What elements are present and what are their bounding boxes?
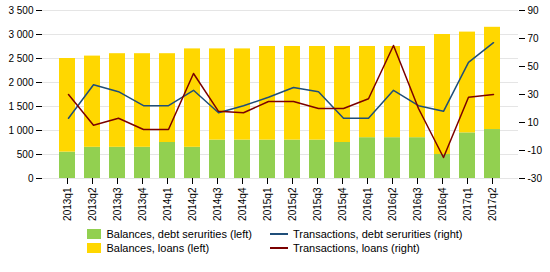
svg-text:70: 70 bbox=[528, 33, 540, 44]
svg-text:2015q4: 2015q4 bbox=[337, 187, 348, 221]
svg-text:3 000: 3 000 bbox=[8, 29, 33, 40]
svg-text:2 500: 2 500 bbox=[8, 53, 33, 64]
svg-text:2014q1: 2014q1 bbox=[162, 187, 173, 221]
svg-text:2016q4: 2016q4 bbox=[437, 187, 448, 221]
svg-text:30: 30 bbox=[528, 89, 540, 100]
svg-text:1 000: 1 000 bbox=[8, 125, 33, 136]
svg-text:2017q2: 2017q2 bbox=[487, 187, 498, 221]
svg-text:2013q2: 2013q2 bbox=[87, 187, 98, 221]
svg-text:2013q1: 2013q1 bbox=[62, 187, 73, 221]
svg-text:90: 90 bbox=[528, 5, 540, 16]
html-text:Transactions, debt serurities: Transactions, debt serurities (right) bbox=[293, 228, 463, 240]
svg-text:2016q1: 2016q1 bbox=[362, 187, 373, 221]
svg-text:2015q2: 2015q2 bbox=[287, 187, 298, 221]
svg-text:-30: -30 bbox=[528, 173, 543, 184]
svg-text:1 500: 1 500 bbox=[8, 101, 33, 112]
svg-text:0: 0 bbox=[28, 173, 34, 184]
svg-text:10: 10 bbox=[528, 117, 540, 128]
svg-text:3 500: 3 500 bbox=[8, 5, 33, 16]
svg-text:2017q1: 2017q1 bbox=[462, 187, 473, 221]
svg-text:2 000: 2 000 bbox=[8, 77, 33, 88]
svg-text:2014q4: 2014q4 bbox=[237, 187, 248, 221]
svg-text:2015q3: 2015q3 bbox=[312, 187, 323, 221]
html-text:Transactions, loans (right): Transactions, loans (right) bbox=[293, 242, 420, 254]
svg-text:2013q3: 2013q3 bbox=[112, 187, 123, 221]
svg-text:500: 500 bbox=[17, 149, 34, 160]
svg-text:2016q2: 2016q2 bbox=[387, 187, 398, 221]
svg-text:2016q3: 2016q3 bbox=[412, 187, 423, 221]
html-text:Balances, debt serurities (lef: Balances, debt serurities (left) bbox=[106, 228, 252, 240]
svg-text:2014q2: 2014q2 bbox=[187, 187, 198, 221]
svg-text:50: 50 bbox=[528, 61, 540, 72]
html-text:Balances, loans (left): Balances, loans (left) bbox=[106, 242, 210, 254]
svg-text:2015q1: 2015q1 bbox=[262, 187, 273, 221]
svg-text:2014q3: 2014q3 bbox=[212, 187, 223, 221]
svg-text:2013q4: 2013q4 bbox=[137, 187, 148, 221]
svg-text:-10: -10 bbox=[528, 145, 543, 156]
